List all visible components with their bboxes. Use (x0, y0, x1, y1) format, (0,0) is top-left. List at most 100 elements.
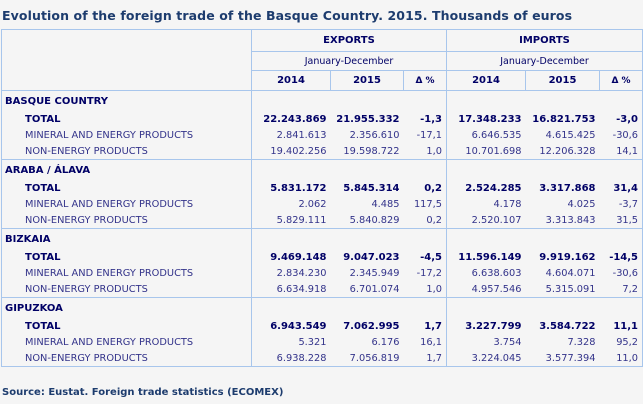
exports-delta: 117,5 (403, 196, 447, 212)
imports-delta: -14,5 (609, 251, 639, 263)
imports-2014: 11.596.149 (458, 251, 522, 263)
imports-delta: 7,2 (622, 283, 639, 295)
exports-2015: 5.845.314 (343, 182, 400, 194)
exports-2015: 4.485 (371, 198, 400, 210)
table-row: NON-ENERGY PRODUCTS 19.402.256 19.598.72… (1, 143, 643, 160)
imports-2015: 4.615.425 (545, 129, 596, 141)
region-section-basque-country: BASQUE COUNTRY TOTAL 22.243.869 21.955.3… (1, 90, 643, 160)
imports-header: IMPORTS (445, 29, 643, 52)
imports-2015: 5.315.091 (545, 283, 596, 295)
imports-2015: 4.604.071 (545, 267, 596, 279)
table-row: MINERAL AND ENERGY PRODUCTS 2.062 4.485 … (1, 196, 643, 212)
imports-2015: 9.919.162 (539, 251, 596, 263)
table-row: NON-ENERGY PRODUCTS 5.829.111 5.840.829 … (1, 212, 643, 229)
exports-delta: 0,2 (403, 180, 447, 196)
row-label: MINERAL AND ENERGY PRODUCTS (1, 334, 252, 350)
exports-2014: 6.634.918 (276, 283, 327, 295)
exports-delta: 0,2 (403, 212, 447, 229)
imports-2015: 12.206.328 (539, 145, 596, 157)
imports-2014: 4.178 (493, 198, 522, 210)
imports-delta: 11,1 (613, 320, 639, 332)
imports-delta: -30,6 (612, 267, 639, 279)
row-label: NON-ENERGY PRODUCTS (1, 281, 252, 298)
imports-2015: 7.328 (567, 336, 596, 348)
exports-delta: 1,0 (403, 281, 447, 298)
imports-2015: 16.821.753 (532, 113, 596, 125)
table-row: MINERAL AND ENERGY PRODUCTS 5.321 6.176 … (1, 334, 643, 350)
row-label: MINERAL AND ENERGY PRODUCTS (1, 127, 252, 143)
region-section-gipuzkoa: GIPUZKOA TOTAL 6.943.549 7.062.995 1,7 3… (1, 297, 643, 367)
exports-2015: 19.598.722 (343, 145, 400, 157)
region-section-bizkaia: BIZKAIA TOTAL 9.469.148 9.047.023 -4,5 1… (1, 228, 643, 298)
exports-2015: 9.047.023 (343, 251, 400, 263)
exports-delta: -17,1 (403, 127, 447, 143)
imports-delta: -30,6 (612, 129, 639, 141)
table-row: TOTAL 6.943.549 7.062.995 1,7 3.227.799 … (1, 318, 643, 334)
exports-delta-header: Δ % (403, 70, 447, 91)
imports-delta: 14,1 (616, 145, 639, 157)
imports-delta: 31,5 (616, 214, 639, 226)
imports-2015: 3.317.868 (539, 182, 596, 194)
imports-2014: 2.520.107 (471, 214, 522, 226)
region-label: ARABA / ÁLAVA (1, 159, 252, 180)
exports-2014: 6.938.228 (276, 352, 327, 364)
imports-delta: 11,0 (616, 352, 639, 364)
table-header: EXPORTS IMPORTS January-December January… (1, 29, 643, 91)
foreign-trade-table: EXPORTS IMPORTS January-December January… (1, 29, 643, 367)
row-label: TOTAL (1, 249, 252, 265)
row-label: NON-ENERGY PRODUCTS (1, 212, 252, 229)
imports-year-2014: 2014 (446, 70, 526, 91)
table-row: TOTAL 5.831.172 5.845.314 0,2 2.524.285 … (1, 180, 643, 196)
row-label: TOTAL (1, 180, 252, 196)
table-title: Evolution of the foreign trade of the Ba… (2, 8, 573, 23)
exports-delta: 1,7 (403, 350, 447, 367)
table-row: NON-ENERGY PRODUCTS 6.938.228 7.056.819 … (1, 350, 643, 367)
exports-delta: 16,1 (403, 334, 447, 350)
exports-2015: 2.345.949 (349, 267, 400, 279)
table-row: NON-ENERGY PRODUCTS 6.634.918 6.701.074 … (1, 281, 643, 298)
exports-period: January-December (251, 51, 447, 71)
imports-2014: 2.524.285 (465, 182, 522, 194)
exports-2014: 2.062 (298, 198, 327, 210)
row-label: NON-ENERGY PRODUCTS (1, 350, 252, 367)
exports-delta: 1,7 (403, 318, 447, 334)
exports-2014: 2.841.613 (276, 129, 327, 141)
imports-2015: 3.313.843 (545, 214, 596, 226)
exports-2014: 5.831.172 (270, 182, 327, 194)
table-row: TOTAL 22.243.869 21.955.332 -1,3 17.348.… (1, 111, 643, 127)
region-label: GIPUZKOA (1, 297, 252, 318)
region-label: BIZKAIA (1, 228, 252, 249)
exports-2014: 5.321 (298, 336, 327, 348)
exports-2014: 2.834.230 (276, 267, 327, 279)
region-section-araba-alava: ARABA / ÁLAVA TOTAL 5.831.172 5.845.314 … (1, 159, 643, 229)
exports-delta: -1,3 (403, 111, 447, 127)
imports-2014: 10.701.698 (465, 145, 522, 157)
imports-delta: 95,2 (616, 336, 639, 348)
exports-2015: 5.840.829 (349, 214, 400, 226)
exports-header: EXPORTS (251, 29, 447, 52)
imports-delta-header: Δ % (598, 70, 643, 91)
exports-2014: 9.469.148 (270, 251, 327, 263)
imports-2015: 3.584.722 (539, 320, 596, 332)
imports-delta: -3,7 (618, 198, 639, 210)
exports-delta: -17,2 (403, 265, 447, 281)
header-blank-cell (1, 29, 252, 91)
exports-2015: 7.062.995 (343, 320, 400, 332)
exports-delta: 1,0 (403, 143, 447, 160)
exports-2015: 6.176 (371, 336, 400, 348)
imports-2014: 6.646.535 (471, 129, 522, 141)
imports-2014: 6.638.603 (471, 267, 522, 279)
exports-2014: 22.243.869 (263, 113, 327, 125)
exports-year-2015: 2015 (330, 70, 404, 91)
exports-2014: 19.402.256 (270, 145, 327, 157)
imports-2015: 4.025 (567, 198, 596, 210)
table-row: MINERAL AND ENERGY PRODUCTS 2.834.230 2.… (1, 265, 643, 281)
table-row: MINERAL AND ENERGY PRODUCTS 2.841.613 2.… (1, 127, 643, 143)
imports-2014: 3.754 (493, 336, 522, 348)
row-label: TOTAL (1, 111, 252, 127)
exports-2015: 7.056.819 (349, 352, 400, 364)
imports-period: January-December (445, 51, 643, 71)
row-label: TOTAL (1, 318, 252, 334)
exports-2015: 2.356.610 (349, 129, 400, 141)
exports-delta: -4,5 (403, 249, 447, 265)
